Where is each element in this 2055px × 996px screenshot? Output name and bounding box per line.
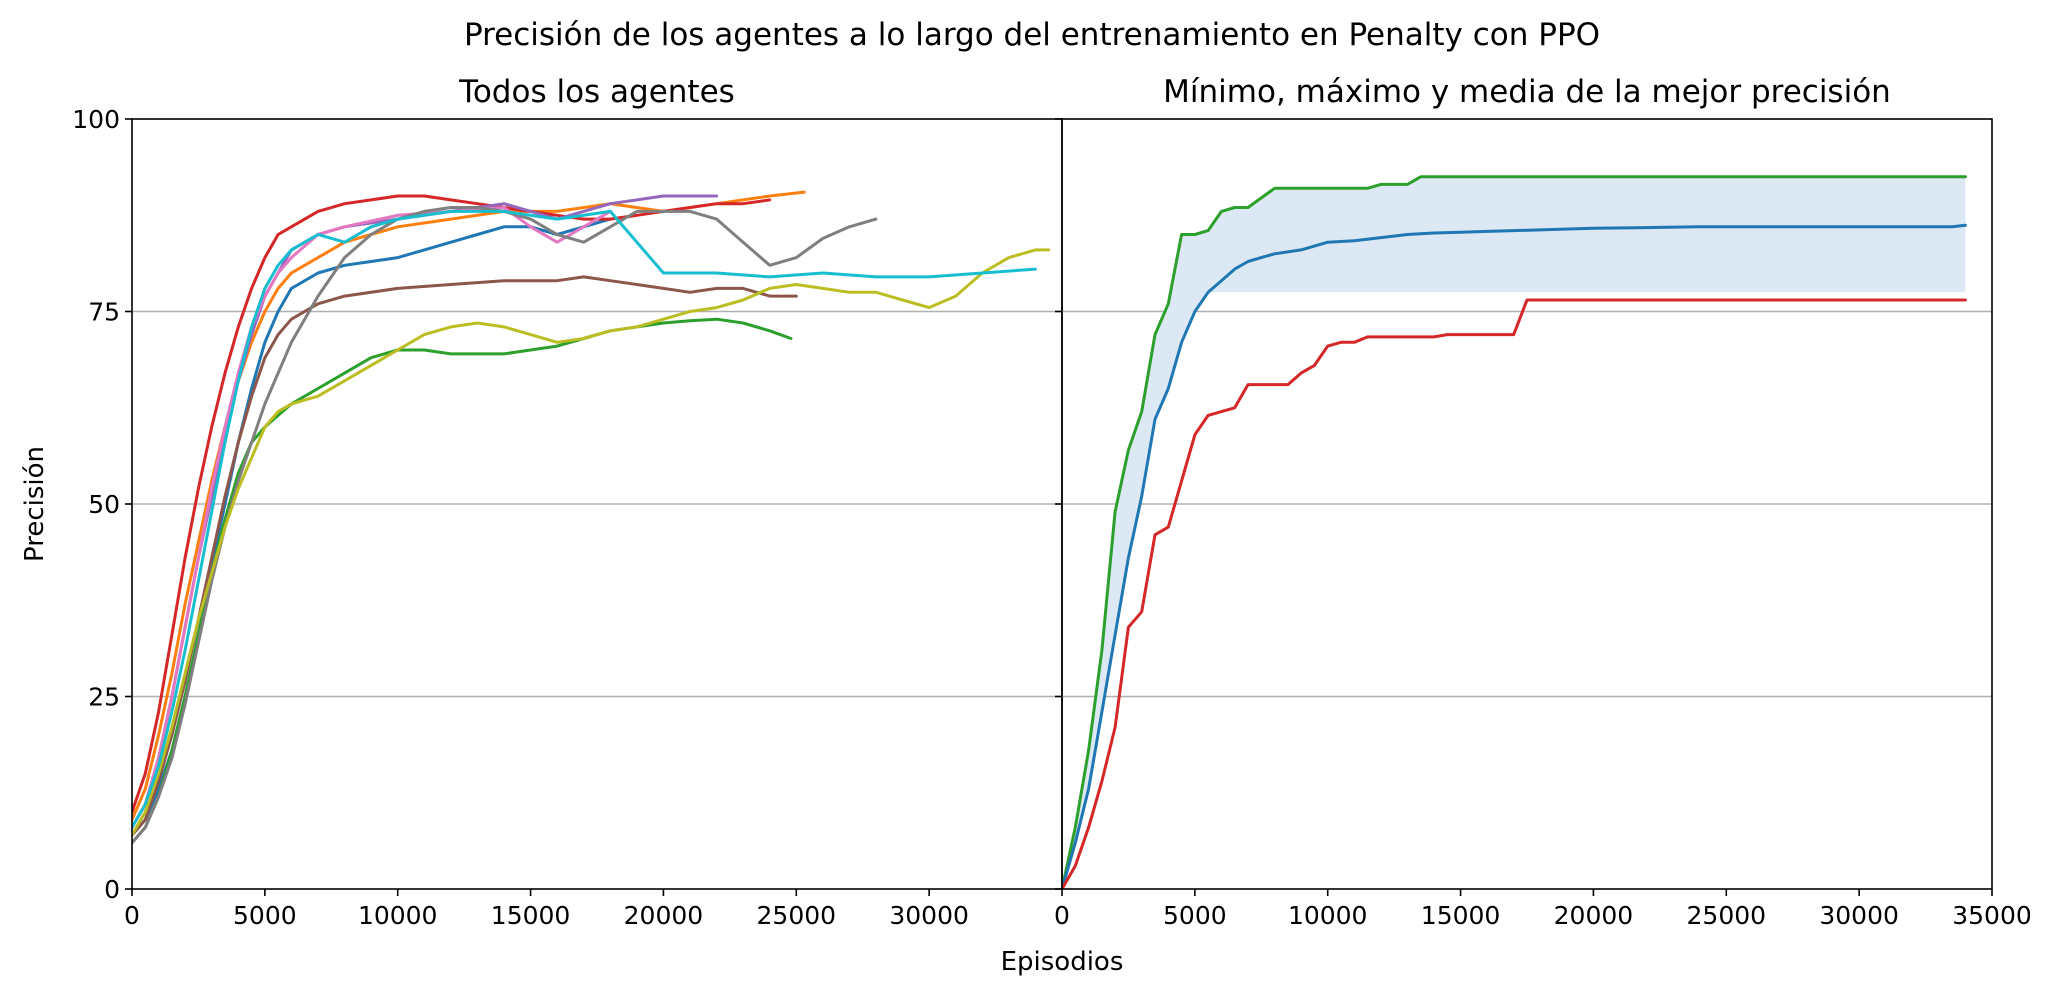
x-tick-label: 10000: [358, 901, 438, 930]
max-line: [1062, 175, 1967, 889]
x-tick-label: 20000: [624, 901, 704, 930]
y-tick-label: 100: [72, 105, 120, 134]
figure-suptitle: Precisión de los agentes a lo largo del …: [464, 17, 1600, 53]
gridlines-right: [1062, 310, 1992, 698]
x-tick-label: 10000: [1288, 901, 1368, 930]
agent-line-5: [132, 275, 798, 837]
agent-line-2: [132, 317, 793, 845]
mean-line: [1062, 223, 1967, 889]
x-tick-label: 20000: [1554, 901, 1634, 930]
y-tick-label: 25: [88, 683, 120, 712]
panel-min-max-mean: Mínimo, máximo y media de la mejor preci…: [1054, 74, 2032, 930]
x-tick-label: 30000: [889, 901, 969, 930]
x-tick-label: 25000: [757, 901, 837, 930]
panel-title-right: Mínimo, máximo y media de la mejor preci…: [1163, 74, 1891, 110]
y-tick-label: 0: [104, 875, 120, 904]
x-axis-label: Episodios: [1001, 947, 1124, 977]
x-tick-label: 15000: [491, 901, 571, 930]
x-tick-label: 5000: [233, 901, 297, 930]
agent-line-9: [132, 209, 1037, 829]
x-tick-label: 0: [1054, 901, 1070, 930]
panel-all-agents: Todos los agentes 0 5000 10000 15000 20000 25…: [72, 74, 1063, 930]
x-tick-label: 25000: [1687, 901, 1767, 930]
x-ticks-right: 0 5000 10000 15000 20000 25000 30000 35000: [1054, 889, 2032, 930]
min-line: [1062, 298, 1967, 889]
min-max-band: [1062, 176, 1966, 889]
y-tick-label: 75: [88, 298, 120, 327]
x-tick-label: 15000: [1421, 901, 1501, 930]
y-tick-label: 50: [88, 490, 120, 519]
x-tick-label: 0: [124, 901, 140, 930]
stat-lines: [1062, 175, 1967, 889]
agent-line-4: [132, 194, 719, 829]
gridlines-left: [132, 310, 1062, 698]
y-axis-label: Precisión: [20, 446, 50, 562]
x-tick-label: 5000: [1163, 901, 1227, 930]
y-ticks-left: 0 25 50 75 100: [72, 105, 132, 904]
x-tick-label: 30000: [1819, 901, 1899, 930]
agent-line-3: [132, 194, 772, 814]
x-tick-label: 35000: [1952, 901, 2032, 930]
x-ticks-left: 0 5000 10000 15000 20000 25000 30000: [124, 889, 969, 930]
agent-line-8: [132, 248, 1051, 837]
y-ticks-right: [1055, 118, 1062, 890]
agent-line-6: [132, 206, 612, 829]
agent-line-1: [132, 190, 806, 822]
agent-line-7: [132, 206, 878, 845]
panel-title-left: Todos los agentes: [458, 74, 735, 110]
agent-lines: [132, 190, 1051, 845]
